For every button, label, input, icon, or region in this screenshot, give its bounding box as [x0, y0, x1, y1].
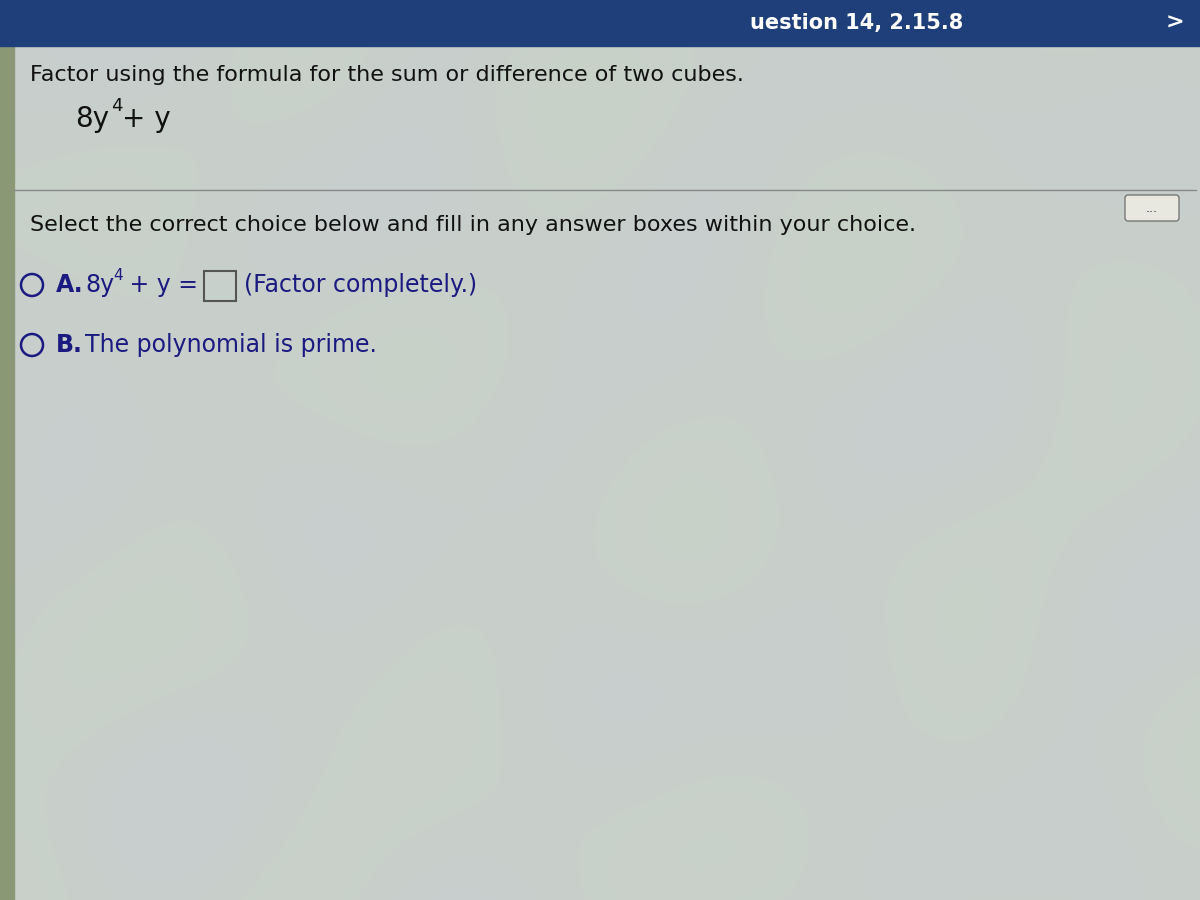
- Text: + y: + y: [122, 105, 170, 133]
- Bar: [0, 0, 1200, 46]
- FancyBboxPatch shape: [1126, 195, 1178, 221]
- Text: A.: A.: [56, 273, 84, 297]
- Text: (Factor completely.): (Factor completely.): [244, 273, 478, 297]
- Text: + y =: + y =: [122, 273, 205, 297]
- Text: Factor using the formula for the sum or difference of two cubes.: Factor using the formula for the sum or …: [30, 65, 744, 85]
- Text: >: >: [1165, 13, 1184, 33]
- Text: 4: 4: [112, 97, 122, 115]
- Text: ...: ...: [1146, 202, 1158, 214]
- Text: 4: 4: [113, 267, 122, 283]
- Text: 8y: 8y: [74, 105, 109, 133]
- Text: 8y: 8y: [85, 273, 114, 297]
- Bar: [0, 0, 14, 900]
- Text: Select the correct choice below and fill in any answer boxes within your choice.: Select the correct choice below and fill…: [30, 215, 916, 235]
- Text: B.: B.: [56, 333, 83, 357]
- FancyBboxPatch shape: [204, 271, 236, 301]
- Text: The polynomial is prime.: The polynomial is prime.: [85, 333, 377, 357]
- Text: uestion 14, 2.15.8: uestion 14, 2.15.8: [750, 13, 964, 33]
